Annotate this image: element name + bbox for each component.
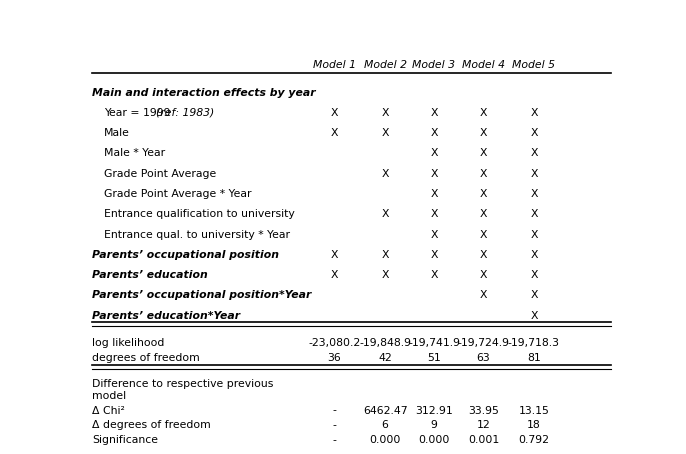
- Text: X: X: [430, 250, 438, 260]
- Text: X: X: [480, 270, 487, 280]
- Text: Model 1: Model 1: [313, 60, 356, 70]
- Text: Parents’ occupational position*Year: Parents’ occupational position*Year: [92, 291, 311, 301]
- Text: log likelihood: log likelihood: [92, 338, 165, 348]
- Text: X: X: [331, 128, 338, 138]
- Text: X: X: [430, 169, 438, 179]
- Text: -19,718.3: -19,718.3: [508, 338, 560, 348]
- Text: 36: 36: [328, 353, 342, 363]
- Text: 51: 51: [427, 353, 441, 363]
- Text: X: X: [381, 169, 389, 179]
- Text: Year = 1999: Year = 1999: [104, 108, 174, 118]
- Text: X: X: [530, 209, 538, 219]
- Text: 0.001: 0.001: [468, 435, 499, 445]
- Text: X: X: [430, 108, 438, 118]
- Text: X: X: [530, 250, 538, 260]
- Text: X: X: [530, 108, 538, 118]
- Text: X: X: [430, 270, 438, 280]
- Text: X: X: [480, 291, 487, 301]
- Text: Model 2: Model 2: [364, 60, 407, 70]
- Text: X: X: [381, 128, 389, 138]
- Text: Grade Point Average: Grade Point Average: [104, 169, 217, 179]
- Text: Male: Male: [104, 128, 130, 138]
- Text: X: X: [331, 250, 338, 260]
- Text: X: X: [430, 209, 438, 219]
- Text: X: X: [381, 270, 389, 280]
- Text: 0.792: 0.792: [519, 435, 549, 445]
- Text: X: X: [331, 108, 338, 118]
- Text: 12: 12: [477, 420, 490, 430]
- Text: X: X: [381, 250, 389, 260]
- Text: X: X: [530, 311, 538, 321]
- Text: X: X: [480, 128, 487, 138]
- Text: 13.15: 13.15: [519, 405, 549, 415]
- Text: Main and interaction effects by year: Main and interaction effects by year: [92, 88, 316, 98]
- Text: degrees of freedom: degrees of freedom: [92, 353, 200, 363]
- Text: X: X: [430, 148, 438, 158]
- Text: X: X: [530, 128, 538, 138]
- Text: 0.000: 0.000: [418, 435, 449, 445]
- Text: Significance: Significance: [92, 435, 158, 445]
- Text: X: X: [430, 189, 438, 199]
- Text: X: X: [480, 230, 487, 240]
- Text: Δ degrees of freedom: Δ degrees of freedom: [92, 420, 211, 430]
- Text: -19,848.9: -19,848.9: [359, 338, 411, 348]
- Text: 0.000: 0.000: [369, 435, 401, 445]
- Text: -19,741.9: -19,741.9: [408, 338, 460, 348]
- Text: X: X: [480, 169, 487, 179]
- Text: Parents’ occupational position: Parents’ occupational position: [92, 250, 279, 260]
- Text: Entrance qual. to university * Year: Entrance qual. to university * Year: [104, 230, 290, 240]
- Text: X: X: [530, 148, 538, 158]
- Text: 42: 42: [378, 353, 392, 363]
- Text: 9: 9: [431, 420, 438, 430]
- Text: Male * Year: Male * Year: [104, 148, 165, 158]
- Text: Model 3: Model 3: [412, 60, 456, 70]
- Text: -23,080.2: -23,080.2: [309, 338, 361, 348]
- Text: X: X: [530, 169, 538, 179]
- Text: X: X: [530, 189, 538, 199]
- Text: X: X: [480, 108, 487, 118]
- Text: X: X: [530, 230, 538, 240]
- Text: 6: 6: [381, 420, 388, 430]
- Text: X: X: [430, 230, 438, 240]
- Text: X: X: [381, 108, 389, 118]
- Text: X: X: [530, 270, 538, 280]
- Text: Model 5: Model 5: [512, 60, 556, 70]
- Text: -: -: [333, 405, 337, 415]
- Text: -19,724.9: -19,724.9: [458, 338, 510, 348]
- Text: X: X: [480, 250, 487, 260]
- Text: X: X: [480, 209, 487, 219]
- Text: (ref: 1983): (ref: 1983): [156, 108, 215, 118]
- Text: Grade Point Average * Year: Grade Point Average * Year: [104, 189, 252, 199]
- Text: Parents’ education: Parents’ education: [92, 270, 208, 280]
- Text: X: X: [480, 189, 487, 199]
- Text: X: X: [331, 270, 338, 280]
- Text: X: X: [480, 148, 487, 158]
- Text: Entrance qualification to university: Entrance qualification to university: [104, 209, 295, 219]
- Text: Δ Chi²: Δ Chi²: [92, 405, 125, 415]
- Text: 63: 63: [477, 353, 490, 363]
- Text: 312.91: 312.91: [415, 405, 453, 415]
- Text: 18: 18: [527, 420, 541, 430]
- Text: X: X: [381, 209, 389, 219]
- Text: Model 4: Model 4: [462, 60, 505, 70]
- Text: X: X: [530, 291, 538, 301]
- Text: model: model: [92, 391, 126, 401]
- Text: 33.95: 33.95: [468, 405, 499, 415]
- Text: -: -: [333, 420, 337, 430]
- Text: X: X: [430, 128, 438, 138]
- Text: -: -: [333, 435, 337, 445]
- Text: Parents’ education*Year: Parents’ education*Year: [92, 311, 240, 321]
- Text: 81: 81: [527, 353, 541, 363]
- Text: Difference to respective previous: Difference to respective previous: [92, 379, 274, 389]
- Text: 6462.47: 6462.47: [363, 405, 407, 415]
